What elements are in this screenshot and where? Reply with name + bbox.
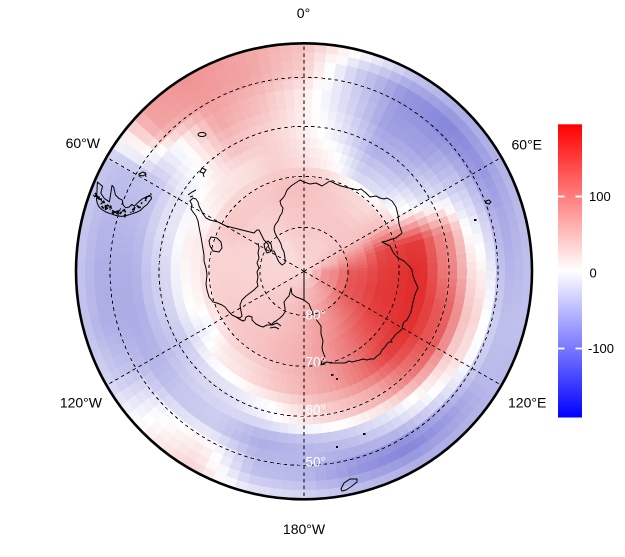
svg-text:0: 0 [590,266,597,281]
svg-text:60°E: 60°E [512,137,543,153]
svg-text:100: 100 [589,189,611,204]
svg-text:120°E: 120°E [508,395,546,411]
svg-text:60°: 60° [306,403,326,418]
svg-text:80°: 80° [306,308,326,323]
svg-text:120°W: 120°W [60,395,103,411]
svg-text:70°: 70° [306,355,326,370]
svg-text:0°: 0° [297,5,310,21]
svg-text:-100: -100 [588,341,614,356]
svg-text:50°: 50° [306,455,326,470]
svg-text:60°W: 60°W [66,135,101,151]
svg-text:180°W: 180°W [283,521,326,537]
